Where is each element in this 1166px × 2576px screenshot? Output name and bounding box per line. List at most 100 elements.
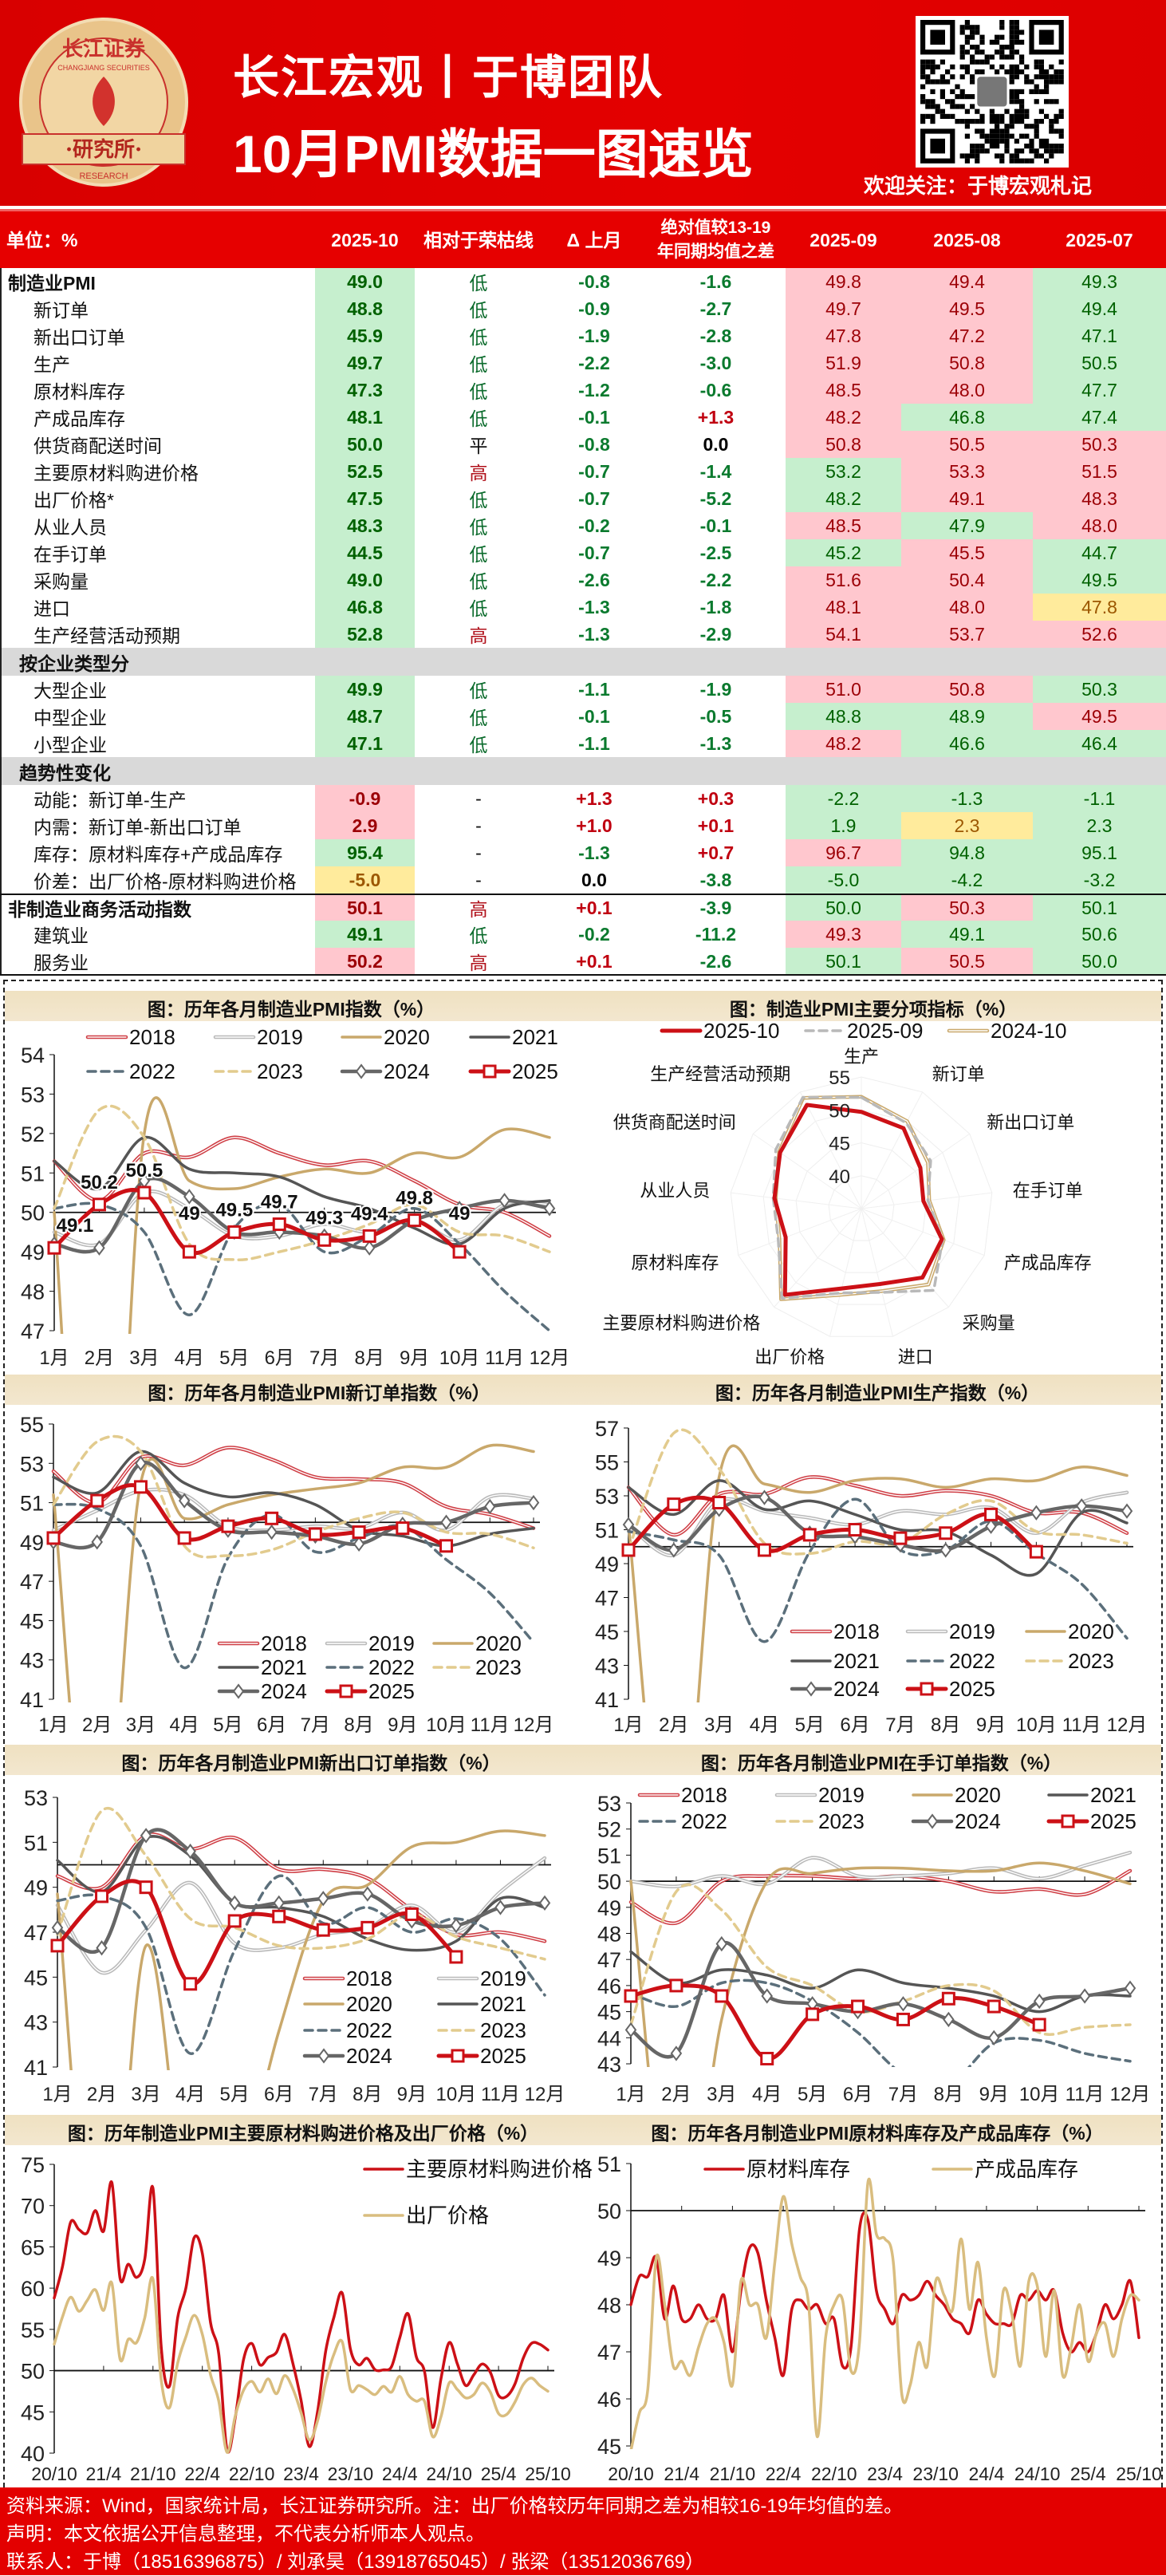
- table-cell: -3.0: [699, 352, 732, 373]
- table-cell: -0.7: [578, 487, 610, 509]
- x-tick-label: 2月: [82, 1714, 112, 1736]
- table-cell: -1.3: [578, 596, 610, 617]
- chart-title-band: [5, 1745, 1161, 1775]
- table-cell: -3.9: [699, 897, 732, 918]
- x-tick-label: 8月: [344, 1714, 373, 1736]
- legend-label: 原材料库存: [746, 2157, 850, 2181]
- table-cell: 48.2: [786, 730, 901, 757]
- legend-label: 2024: [261, 1679, 307, 1703]
- table-cell: -1.6: [699, 270, 732, 292]
- table-cell: -1.1: [1033, 785, 1166, 812]
- y-tick-label: 48: [597, 1923, 621, 1947]
- chart-title-band: [5, 2115, 1161, 2145]
- data-point-2025: [669, 1978, 683, 1993]
- x-tick-label: 2月: [87, 2084, 116, 2105]
- series-2025-line: [51, 1483, 449, 1548]
- data-label: 49.3: [305, 1207, 343, 1229]
- table-cell: 高: [469, 953, 488, 973]
- legend-item-2022: 2022: [86, 1059, 175, 1083]
- x-tick-label: 8月: [931, 1714, 960, 1736]
- data-point-2025: [90, 1493, 104, 1508]
- data-point-2024: [494, 1899, 506, 1915]
- series-2021-line: [53, 1136, 551, 1246]
- svg-text:RESEARCH: RESEARCH: [79, 172, 128, 181]
- chart-title-new-orders: 图：历年各月制造业PMI新订单指数（%）: [148, 1383, 490, 1403]
- table-cell: 51.6: [786, 566, 901, 594]
- legend-label: 2018: [346, 1967, 392, 1990]
- data-point-2024: [1033, 1993, 1046, 2010]
- x-tick-label: 12月: [1107, 1714, 1148, 1736]
- radar-axis: [774, 1208, 862, 1308]
- data-point-2025: [221, 1519, 235, 1533]
- table-cell: 低: [469, 544, 488, 565]
- table-cell: 94.8: [901, 839, 1033, 866]
- table-cell: 45.9: [315, 322, 415, 349]
- data-point-2024: [926, 1813, 939, 1829]
- table-cell: -3.2: [1033, 866, 1166, 894]
- table-cell: -0.7: [578, 460, 610, 482]
- radar-grid: [795, 1142, 928, 1273]
- table-cell: 49.1: [315, 921, 415, 948]
- data-point-2024: [178, 1493, 191, 1509]
- y-tick-label: 53: [595, 1485, 619, 1509]
- chart-0: 47 48 49 50 51 52 53 54 1月 2月 3月 4月 5月 6月 7月 8月 9月 10月 11月…: [21, 1025, 569, 1369]
- header-team-title: 长江宏观丨于博团队: [233, 52, 664, 104]
- x-tick-label: 7月: [309, 2084, 338, 2105]
- data-label: 49.8: [396, 1188, 433, 1209]
- table-row: 原材料库存 47.3 低 -1.2 -0.6 48.5 48.0 47.7: [0, 377, 1166, 404]
- data-point-2024: [317, 1891, 329, 1907]
- data-point-2024: [668, 1542, 680, 1558]
- row-label: 按企业类型分: [0, 648, 315, 676]
- table-cell: 95.1: [1033, 839, 1166, 866]
- table-cell: 50.1: [786, 948, 901, 975]
- legend-label: 2023: [480, 2018, 526, 2042]
- x-tick-label: 6月: [257, 1714, 286, 1736]
- legend-item-2023: 2023: [214, 1059, 303, 1083]
- y-tick-label: 43: [20, 1649, 44, 1673]
- legend-label: 产成品库存: [975, 2157, 1078, 2181]
- svg-text:长江证券: 长江证券: [62, 37, 146, 61]
- table-cell: -0.8: [578, 270, 610, 292]
- legend-label: 2021: [480, 1992, 526, 2016]
- table-cell: 低: [469, 273, 488, 294]
- x-tick-label: 24/10: [426, 2464, 472, 2484]
- data-point-2025: [439, 1539, 454, 1553]
- legend-item-2025: 2025: [905, 1677, 995, 1701]
- data-point-2024: [355, 1063, 368, 1079]
- data-point-2024: [317, 2048, 330, 2064]
- legend-label: 2020: [955, 1783, 1001, 1807]
- legend-label: 2024: [346, 2044, 392, 2068]
- follow-caption: 欢迎关注：于博宏观札记: [864, 174, 1093, 198]
- table-cell: 47.5: [315, 485, 415, 512]
- data-point-2025: [712, 1496, 727, 1509]
- x-tick-label: 11月: [1066, 2084, 1105, 2105]
- x-tick-label: 10月: [1019, 2084, 1060, 2105]
- series-2022-line: [53, 1201, 551, 1332]
- x-tick-label: 6月: [840, 1714, 869, 1736]
- table-row: 产成品库存 48.1 低 -0.1 +1.3 48.2 46.8 47.4: [0, 404, 1166, 431]
- series-2020-line: [56, 1829, 546, 2070]
- legend-item-2024: 2024: [217, 1679, 307, 1703]
- qr-code[interactable]: [916, 16, 1069, 168]
- chart-title-radar: 图：制造业PMI主要分项指标（%）: [729, 999, 1018, 1020]
- table-cell: 53.2: [786, 458, 901, 485]
- data-point-2025: [624, 1989, 638, 2003]
- legend-item-2025: 2025: [1046, 1809, 1136, 1833]
- table-cell: -2.7: [699, 298, 732, 319]
- x-tick-label: 2月: [661, 2084, 691, 2105]
- y-tick-label: 60: [21, 2277, 45, 2301]
- column-header: 相对于荣枯线: [423, 229, 534, 250]
- contacts: 联系人：于博（18516396875）/ 刘承昊（13918765045）/ 张…: [6, 2551, 705, 2573]
- legend-label: 2025: [480, 2044, 526, 2068]
- data-point-2024: [527, 1494, 540, 1511]
- table-cell: 47.8: [786, 322, 901, 349]
- y-tick-label: 45: [21, 2400, 45, 2424]
- x-tick-label: 8月: [353, 2084, 382, 2105]
- data-point-2024: [266, 1524, 278, 1540]
- x-tick-label: 4月: [752, 2084, 782, 2105]
- table-cell: 54.1: [786, 621, 901, 648]
- radar-axis-label: 新订单: [932, 1064, 985, 1084]
- table-cell: 48.3: [1033, 485, 1166, 512]
- table-cell: +0.7: [697, 842, 735, 863]
